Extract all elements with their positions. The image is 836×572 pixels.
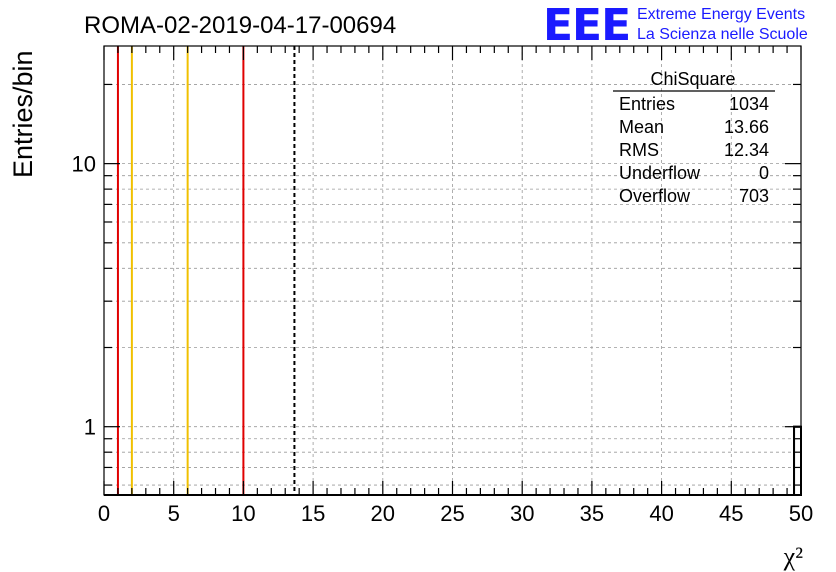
stats-label: Mean [619,117,664,137]
logo-line-1: Extreme Energy Events [637,6,805,23]
x-tick-label: 45 [719,501,743,526]
y-axis-label: Entries/bin [8,50,38,178]
logo-line-2: La Scienza nelle Scuole [637,26,808,43]
stats-label: Underflow [619,163,701,183]
stats-label: Overflow [619,186,691,206]
stats-title: ChiSquare [650,69,735,89]
threshold-lines [116,46,296,495]
stats-label: RMS [619,140,659,160]
x-tick-label: 40 [649,501,673,526]
stats-value: 703 [739,186,769,206]
stats-value: 0 [759,163,769,183]
stats-value: 1034 [729,94,769,114]
grid [104,46,801,495]
chart-title: ROMA-02-2019-04-17-00694 [84,12,396,39]
x-tick-label: 30 [510,501,534,526]
stats-value: 12.34 [724,140,769,160]
x-tick-label: 35 [580,501,604,526]
x-axis-label: χ² [783,542,804,571]
x-tick-label: 25 [440,501,464,526]
eee-logo: EEE Extreme Energy Events La Scienza nel… [543,0,808,51]
x-tick-label: 20 [371,501,395,526]
x-tick-label: 10 [231,501,255,526]
x-tick-label: 15 [301,501,325,526]
axis-ticks [103,46,802,495]
x-tick-label: 5 [168,501,180,526]
x-tick-label: 50 [789,501,813,526]
logo-mark: EEE [543,0,630,51]
stats-label: Entries [619,94,675,114]
stats-value: 13.66 [724,117,769,137]
y-tick-label: 10 [72,152,96,177]
x-tick-label: 0 [98,501,110,526]
tick-labels: 0 5 10 15 20 25 30 35 40 45 50 1 10 [72,152,814,526]
y-tick-label: 1 [84,415,96,440]
stats-box: ChiSquare Entries 1034 Mean 13.66 RMS 12.34 Un… [613,69,775,206]
